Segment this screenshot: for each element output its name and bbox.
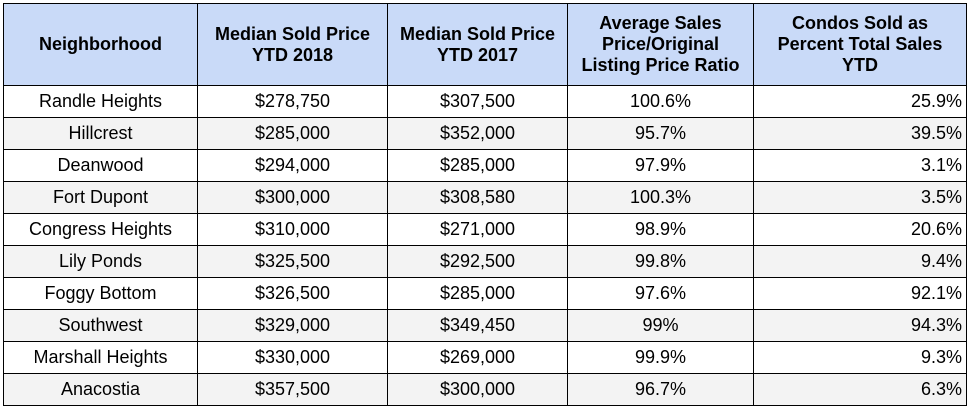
cell-median-2018: $278,750 xyxy=(197,85,388,118)
cell-condos-percent: 20.6% xyxy=(753,213,967,246)
header-neighborhood: Neighborhood xyxy=(3,3,198,86)
cell-condos-percent: 3.1% xyxy=(753,149,967,182)
table-body: Randle Heights $278,750 $307,500 100.6% … xyxy=(3,85,967,406)
table-row: Fort Dupont $300,000 $308,580 100.3% 3.5… xyxy=(3,181,967,214)
cell-price-ratio: 97.9% xyxy=(567,149,754,182)
cell-median-2018: $329,000 xyxy=(197,309,388,342)
cell-median-2017: $271,000 xyxy=(387,213,568,246)
table-row: Randle Heights $278,750 $307,500 100.6% … xyxy=(3,85,967,118)
cell-condos-percent: 9.4% xyxy=(753,245,967,278)
cell-median-2018: $326,500 xyxy=(197,277,388,310)
cell-price-ratio: 97.6% xyxy=(567,277,754,310)
table-row: Marshall Heights $330,000 $269,000 99.9%… xyxy=(3,341,967,374)
cell-neighborhood: Foggy Bottom xyxy=(3,277,198,310)
cell-price-ratio: 99.9% xyxy=(567,341,754,374)
header-price-ratio: Average Sales Price/Original Listing Pri… xyxy=(567,3,754,86)
cell-neighborhood: Lily Ponds xyxy=(3,245,198,278)
cell-condos-percent: 25.9% xyxy=(753,85,967,118)
cell-median-2017: $285,000 xyxy=(387,277,568,310)
cell-condos-percent: 9.3% xyxy=(753,341,967,374)
cell-median-2018: $285,000 xyxy=(197,117,388,150)
table-row: Southwest $329,000 $349,450 99% 94.3% xyxy=(3,309,967,342)
cell-price-ratio: 95.7% xyxy=(567,117,754,150)
table-row: Anacostia $357,500 $300,000 96.7% 6.3% xyxy=(3,373,967,406)
cell-condos-percent: 39.5% xyxy=(753,117,967,150)
cell-price-ratio: 100.3% xyxy=(567,181,754,214)
cell-neighborhood: Deanwood xyxy=(3,149,198,182)
cell-median-2018: $294,000 xyxy=(197,149,388,182)
table-row: Lily Ponds $325,500 $292,500 99.8% 9.4% xyxy=(3,245,967,278)
cell-neighborhood: Hillcrest xyxy=(3,117,198,150)
cell-median-2017: $352,000 xyxy=(387,117,568,150)
table-row: Congress Heights $310,000 $271,000 98.9%… xyxy=(3,213,967,246)
header-row: Neighborhood Median Sold Price YTD 2018 … xyxy=(3,3,967,86)
cell-median-2017: $349,450 xyxy=(387,309,568,342)
cell-neighborhood: Congress Heights xyxy=(3,213,198,246)
cell-condos-percent: 3.5% xyxy=(753,181,967,214)
cell-price-ratio: 98.9% xyxy=(567,213,754,246)
cell-price-ratio: 100.6% xyxy=(567,85,754,118)
cell-neighborhood: Fort Dupont xyxy=(3,181,198,214)
table-row: Deanwood $294,000 $285,000 97.9% 3.1% xyxy=(3,149,967,182)
header-condos-percent: Condos Sold as Percent Total Sales YTD xyxy=(753,3,967,86)
cell-price-ratio: 99% xyxy=(567,309,754,342)
cell-condos-percent: 6.3% xyxy=(753,373,967,406)
neighborhood-sales-table-container: Neighborhood Median Sold Price YTD 2018 … xyxy=(3,3,967,406)
neighborhood-sales-table: Neighborhood Median Sold Price YTD 2018 … xyxy=(3,3,967,406)
cell-neighborhood: Marshall Heights xyxy=(3,341,198,374)
table-row: Hillcrest $285,000 $352,000 95.7% 39.5% xyxy=(3,117,967,150)
cell-median-2017: $285,000 xyxy=(387,149,568,182)
cell-price-ratio: 99.8% xyxy=(567,245,754,278)
cell-neighborhood: Southwest xyxy=(3,309,198,342)
cell-neighborhood: Anacostia xyxy=(3,373,198,406)
cell-condos-percent: 92.1% xyxy=(753,277,967,310)
cell-median-2017: $307,500 xyxy=(387,85,568,118)
header-median-sold-price-2018: Median Sold Price YTD 2018 xyxy=(197,3,388,86)
table-row: Foggy Bottom $326,500 $285,000 97.6% 92.… xyxy=(3,277,967,310)
cell-price-ratio: 96.7% xyxy=(567,373,754,406)
cell-median-2018: $357,500 xyxy=(197,373,388,406)
cell-median-2018: $310,000 xyxy=(197,213,388,246)
cell-median-2018: $300,000 xyxy=(197,181,388,214)
cell-condos-percent: 94.3% xyxy=(753,309,967,342)
cell-median-2017: $300,000 xyxy=(387,373,568,406)
cell-median-2017: $269,000 xyxy=(387,341,568,374)
cell-median-2018: $330,000 xyxy=(197,341,388,374)
cell-median-2017: $292,500 xyxy=(387,245,568,278)
cell-median-2017: $308,580 xyxy=(387,181,568,214)
cell-median-2018: $325,500 xyxy=(197,245,388,278)
table-header: Neighborhood Median Sold Price YTD 2018 … xyxy=(3,3,967,86)
header-median-sold-price-2017: Median Sold Price YTD 2017 xyxy=(387,3,568,86)
cell-neighborhood: Randle Heights xyxy=(3,85,198,118)
